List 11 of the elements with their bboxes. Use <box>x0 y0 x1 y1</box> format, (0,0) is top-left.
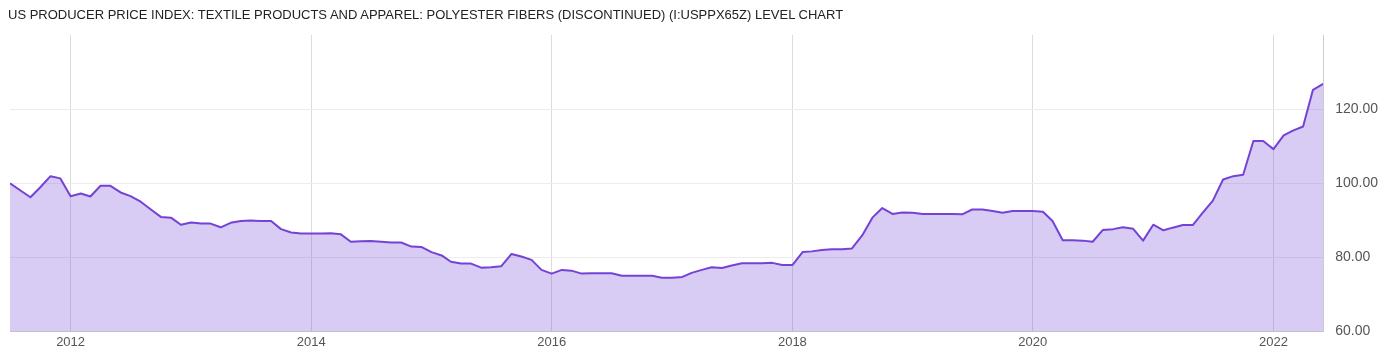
y-tick-label: 120.00 <box>1335 99 1379 116</box>
y-tick-label: 80.00 <box>1335 248 1371 265</box>
x-tick-label: 2018 <box>777 333 807 349</box>
x-tick-label: 2014 <box>296 333 326 349</box>
x-tick-label: 2022 <box>1259 333 1288 349</box>
x-tick-label: 2016 <box>537 333 567 349</box>
x-tick-label: 2012 <box>56 333 86 349</box>
y-tick-label: 100.00 <box>1335 174 1379 191</box>
x-tick-label: 2020 <box>1018 333 1048 349</box>
y-tick-label: 60.00 <box>1335 322 1371 339</box>
chart-title: US PRODUCER PRICE INDEX: TEXTILE PRODUCTS AND APPAREL: POLYESTER FIBERS (DISCONTINUED) (I:USPPX65Z) LEVEL CHART <box>8 7 844 22</box>
